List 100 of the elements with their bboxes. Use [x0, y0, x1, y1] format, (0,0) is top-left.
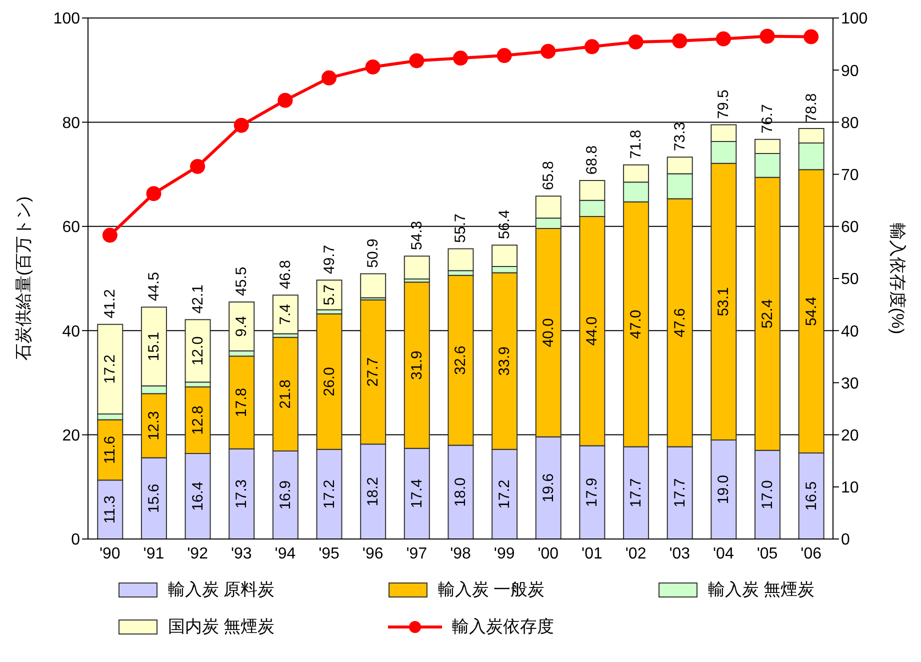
x-tick-label: '02 — [625, 545, 646, 562]
total-label: 56.4 — [496, 210, 514, 240]
data-label: 15.1 — [145, 332, 162, 362]
point — [672, 33, 688, 48]
data-label: 19.0 — [715, 474, 732, 504]
x-tick-label: '01 — [582, 545, 602, 562]
x-tick-label: '95 — [318, 545, 340, 562]
y-tick-label: 40 — [62, 323, 80, 340]
total-label: 54.3 — [408, 220, 426, 250]
y2-tick-label: 90 — [841, 62, 859, 80]
data-label: 33.9 — [496, 346, 514, 376]
point — [322, 70, 337, 86]
y2-tick-label: 20 — [841, 427, 859, 444]
total-label: 46.8 — [276, 260, 294, 290]
y-tick-label: 100 — [53, 10, 80, 28]
x-tick-label: '99 — [494, 545, 515, 562]
legend-label: 輸入炭 無煙炭 — [708, 579, 815, 601]
y-tick-label: 60 — [62, 219, 80, 236]
x-tick-label: '96 — [362, 545, 384, 562]
x-tick-label: '03 — [669, 545, 690, 562]
data-label: 5.7 — [320, 284, 338, 306]
y-axis-title: 石炭供給量(百万トン) — [14, 196, 34, 361]
data-label: 17.3 — [233, 479, 250, 509]
point — [453, 50, 468, 66]
x-tick-label: '97 — [406, 545, 428, 562]
bar — [360, 273, 386, 298]
total-label: 49.7 — [320, 244, 338, 274]
data-label: 12.0 — [189, 336, 206, 366]
legend-label: 輸入炭依存度 — [452, 616, 554, 638]
point — [409, 53, 424, 68]
legend-label: 国内炭 無煙炭 — [168, 616, 275, 638]
point — [190, 158, 206, 174]
total-label: 65.8 — [540, 160, 557, 190]
bar — [316, 280, 342, 310]
data-label: 27.7 — [364, 357, 382, 387]
y2-axis-title: 輸入依存度(%) — [888, 222, 907, 334]
bar — [404, 256, 430, 280]
x-tick-label: '93 — [230, 545, 252, 562]
y-tick-label: 20 — [62, 427, 80, 444]
y2-tick-label: 50 — [841, 271, 859, 288]
total-label: 45.5 — [233, 266, 250, 296]
data-label: 52.4 — [758, 299, 776, 329]
data-label: 17.4 — [408, 479, 426, 508]
data-label: 54.4 — [802, 296, 820, 326]
x-tick-label: '91 — [143, 545, 164, 562]
data-label: 53.1 — [715, 287, 732, 316]
data-label: 26.0 — [320, 367, 338, 396]
y-tick-label: 0 — [71, 532, 80, 549]
point — [234, 118, 249, 133]
point — [760, 28, 775, 44]
total-label: 76.7 — [758, 104, 776, 134]
data-label: 17.2 — [496, 480, 514, 509]
data-label: 17.2 — [102, 354, 119, 384]
y2-tick-label: 30 — [841, 375, 859, 392]
point — [804, 29, 819, 44]
total-label: 73.3 — [671, 122, 688, 152]
total-label: 42.1 — [189, 284, 206, 314]
total-label: 55.7 — [452, 214, 470, 243]
data-label: 17.2 — [320, 480, 338, 509]
data-label: 16.5 — [802, 481, 820, 511]
y2-tick-label: 0 — [841, 532, 850, 549]
data-label: 7.4 — [276, 304, 294, 325]
data-label: 18.0 — [452, 478, 470, 507]
data-label: 11.3 — [102, 496, 119, 524]
bar — [272, 294, 298, 334]
y2-tick-label: 70 — [841, 166, 859, 184]
data-label: 18.2 — [364, 476, 382, 506]
point — [278, 92, 293, 108]
y2-tick-label: 100 — [841, 10, 868, 28]
point — [540, 44, 556, 59]
y2-tick-label: 10 — [841, 480, 859, 497]
x-tick-label: '05 — [756, 545, 778, 562]
data-label: 12.8 — [189, 406, 206, 435]
data-label: 17.7 — [671, 478, 688, 508]
point — [584, 39, 600, 54]
data-label: 16.4 — [189, 482, 206, 511]
data-label: 17.8 — [233, 388, 250, 418]
point — [102, 228, 118, 243]
data-label: 44.0 — [584, 316, 601, 346]
data-label: 15.6 — [145, 484, 162, 513]
x-tick-label: '92 — [187, 545, 208, 562]
y2-tick-label: 80 — [841, 114, 859, 132]
total-label: 71.8 — [628, 130, 645, 159]
data-label: 12.3 — [145, 411, 162, 440]
data-label: 31.9 — [408, 350, 426, 380]
y2-tick-label: 40 — [841, 323, 859, 340]
point — [496, 48, 512, 64]
total-label: 50.9 — [364, 238, 382, 268]
x-tick-label: '06 — [800, 545, 822, 562]
x-tick-label: '98 — [450, 545, 472, 562]
data-label: 9.4 — [233, 316, 250, 337]
data-label: 19.6 — [540, 473, 557, 503]
legend-label: 輸入炭 一般炭 — [438, 579, 545, 601]
data-label: 47.0 — [628, 310, 645, 339]
data-label: 32.6 — [452, 346, 470, 375]
total-label: 79.5 — [715, 90, 732, 119]
total-label: 78.8 — [802, 93, 820, 122]
total-label: 44.5 — [145, 272, 162, 302]
x-tick-label: '04 — [713, 545, 734, 562]
data-label: 17.0 — [758, 480, 776, 510]
